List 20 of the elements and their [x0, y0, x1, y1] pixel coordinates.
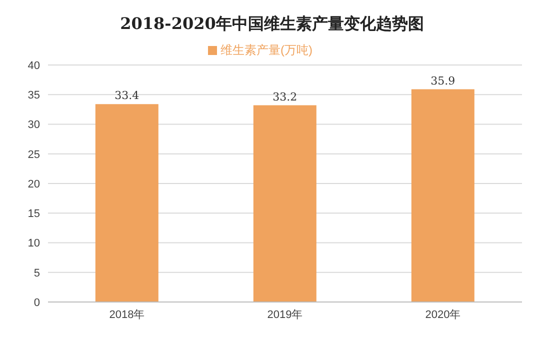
data-label: 35.9: [430, 74, 456, 88]
y-tick-label: 40: [28, 60, 40, 72]
data-label: 33.2: [272, 90, 298, 104]
legend-label: 维生素产量(万吨): [220, 43, 312, 57]
y-tick-label: 25: [28, 148, 40, 161]
y-tick-label: 20: [28, 178, 40, 190]
y-tick-label: 5: [34, 267, 40, 280]
bar: [95, 104, 158, 302]
bar: [411, 89, 474, 302]
chart-title: 2018-2020年中国维生素产量变化趋势图: [119, 13, 425, 35]
x-tick-label: 2018年: [109, 308, 145, 321]
y-tick-label: 15: [28, 208, 40, 220]
bar: [253, 105, 316, 302]
y-tick-label: 0: [34, 296, 40, 309]
y-tick-label: 30: [28, 119, 40, 132]
y-tick-label: 10: [28, 238, 40, 250]
y-tick-label: 35: [28, 90, 40, 102]
x-tick-label: 2019年: [267, 308, 303, 321]
data-label: 33.4: [114, 89, 140, 102]
x-tick-label: 2020年: [425, 308, 461, 321]
